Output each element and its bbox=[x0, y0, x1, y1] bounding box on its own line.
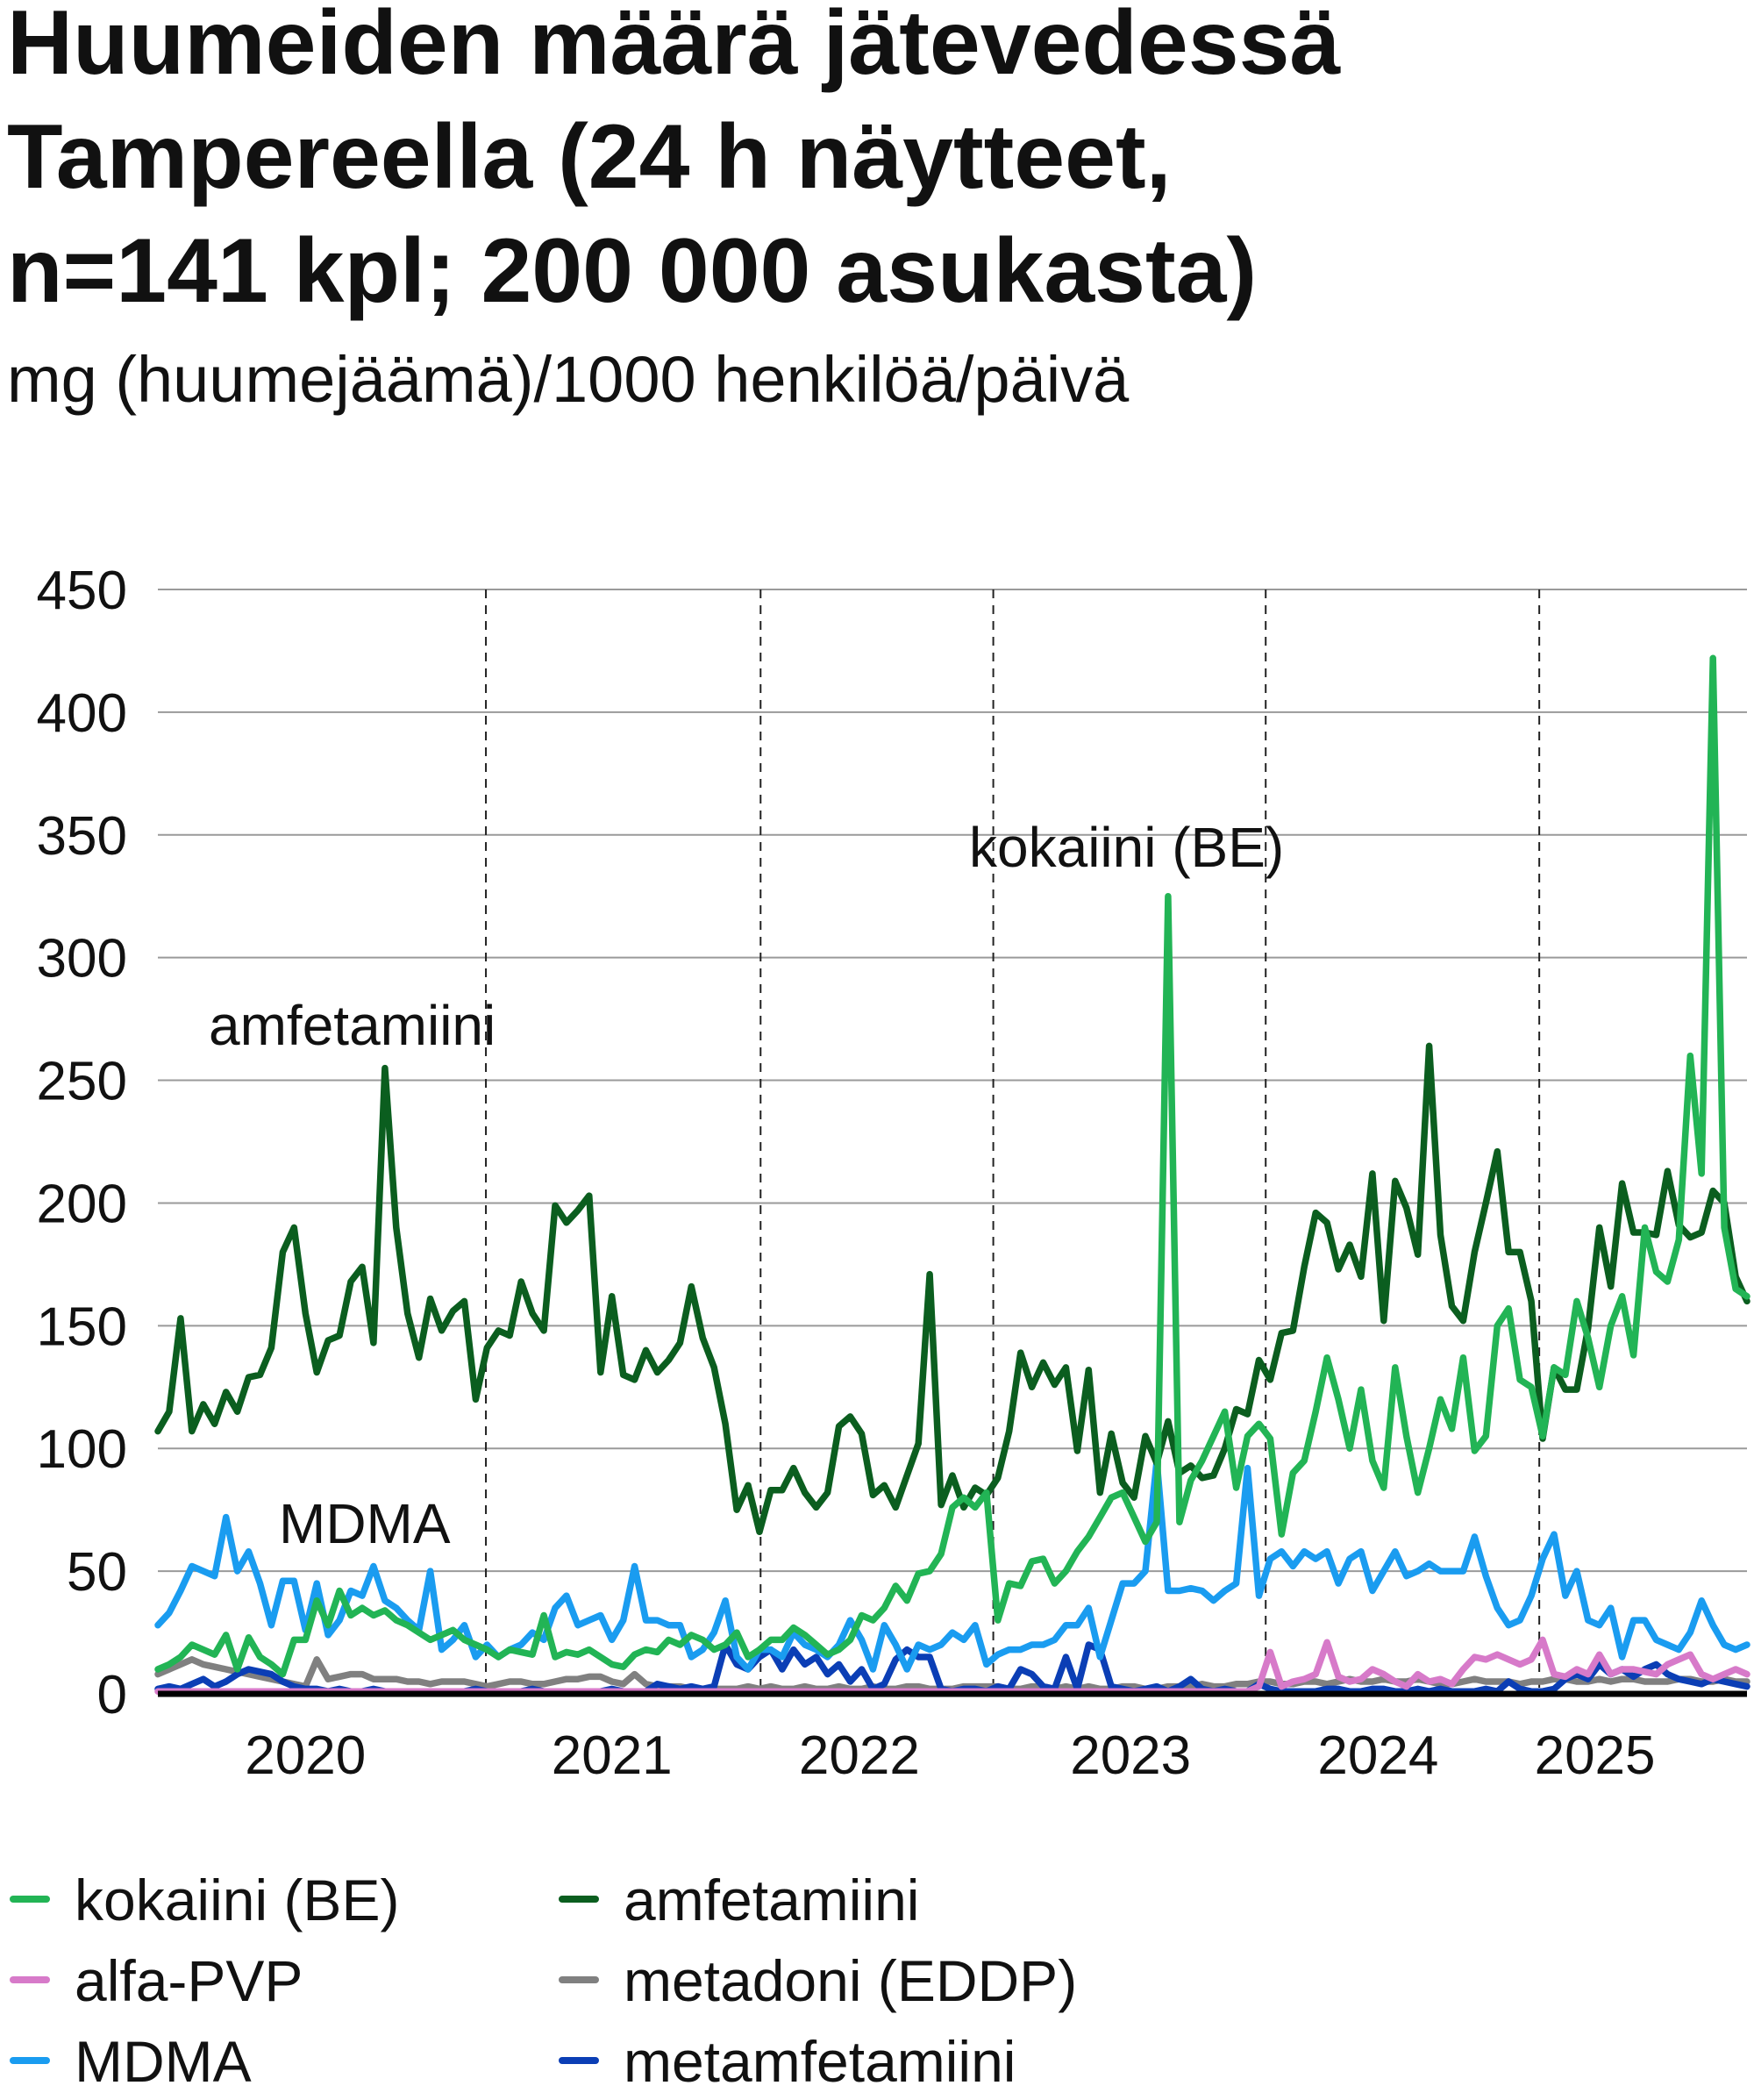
y-tick-label: 200 bbox=[37, 1174, 127, 1234]
legend-label: alfa-PVP bbox=[75, 1948, 303, 2013]
chart-title: n=141 kpl; 200 000 asukasta) bbox=[7, 220, 1257, 322]
x-tick-label: 2024 bbox=[1317, 1725, 1438, 1786]
annotation: MDMA bbox=[279, 1492, 451, 1555]
series-line bbox=[154, 1042, 1750, 1536]
y-tick-label: 150 bbox=[37, 1296, 127, 1357]
series-line bbox=[154, 1641, 1750, 1695]
x-tick-label: 2022 bbox=[799, 1725, 920, 1786]
y-tick-label: 350 bbox=[37, 806, 127, 867]
chart-title: Tampereella (24 h näytteet, bbox=[7, 106, 1171, 208]
y-tick-label: 50 bbox=[67, 1542, 127, 1603]
x-tick-label: 2025 bbox=[1535, 1725, 1656, 1786]
series-line bbox=[154, 654, 1750, 1678]
y-tick-label: 0 bbox=[97, 1665, 127, 1725]
y-tick-label: 450 bbox=[37, 561, 127, 621]
annotation: kokaiini (BE) bbox=[969, 816, 1284, 879]
y-tick-label: 400 bbox=[37, 683, 127, 744]
legend-label: MDMA bbox=[75, 2029, 252, 2094]
legend-label: metadoni (EDDP) bbox=[624, 1948, 1077, 2013]
x-tick-label: 2020 bbox=[245, 1725, 366, 1786]
series-line bbox=[154, 1457, 1750, 1673]
chart-title: Huumeiden määrä jätevedessä bbox=[7, 0, 1341, 94]
x-tick-label: 2023 bbox=[1070, 1725, 1191, 1786]
y-tick-label: 100 bbox=[37, 1419, 127, 1480]
x-tick-label: 2021 bbox=[552, 1725, 673, 1786]
chart-subtitle: mg (huumejäämä)/1000 henkilöä/päivä bbox=[7, 343, 1130, 416]
annotation: amfetamiini bbox=[209, 994, 496, 1057]
y-tick-label: 300 bbox=[37, 929, 127, 989]
legend-label: kokaiini (BE) bbox=[75, 1868, 399, 1932]
legend-label: metamfetamiini bbox=[624, 2029, 1016, 2094]
legend-label: amfetamiini bbox=[624, 1868, 919, 1932]
y-tick-label: 250 bbox=[37, 1052, 127, 1112]
